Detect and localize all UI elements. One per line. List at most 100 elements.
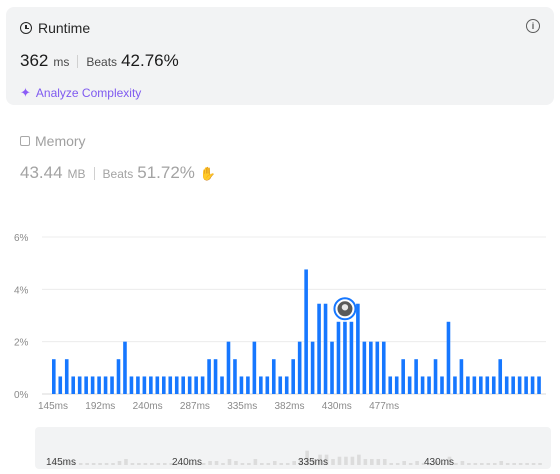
runtime-title-label: Runtime xyxy=(38,20,91,36)
mini-bar xyxy=(247,462,251,465)
mini-bar xyxy=(344,456,348,465)
analyze-complexity-link[interactable]: ✦ Analyze Complexity xyxy=(20,86,141,100)
chart-bar xyxy=(459,359,464,394)
clap-icon: ✋ xyxy=(199,166,217,181)
chart-bar xyxy=(388,376,393,394)
mini-bar xyxy=(98,462,102,465)
x-tick-label: 335ms xyxy=(227,401,257,412)
mini-bar xyxy=(467,462,471,465)
mini-bar xyxy=(486,462,491,465)
mini-bar xyxy=(480,462,484,465)
mini-bar xyxy=(305,450,309,465)
mini-bar xyxy=(298,459,303,465)
chart-bar xyxy=(291,359,295,394)
chart-bar xyxy=(407,376,412,394)
mini-bar xyxy=(538,462,542,465)
x-tick-label: 192ms xyxy=(85,401,115,412)
mini-bar xyxy=(143,462,148,465)
chart-bar xyxy=(394,376,399,394)
mini-bar xyxy=(376,459,381,465)
chart-bar xyxy=(330,341,334,394)
y-tick-label: 4% xyxy=(14,285,29,296)
mini-bar xyxy=(460,461,465,465)
mini-bar xyxy=(350,456,355,465)
chart-bar xyxy=(427,376,431,394)
runtime-distribution-chart[interactable]: 6% 4% 2% 0% 145ms 192ms 240ms 287ms 335ms 382ms 43… xyxy=(0,226,560,421)
mini-bar xyxy=(104,462,109,465)
chart-bar xyxy=(414,359,418,394)
range-navigator-chart[interactable]: 145ms 240ms 335ms 430ms xyxy=(35,427,551,469)
mini-bar xyxy=(402,461,406,465)
mini-bar xyxy=(214,461,219,465)
runtime-title: Runtime xyxy=(20,20,90,36)
mini-bar xyxy=(78,462,83,465)
chart-bar xyxy=(252,341,257,394)
chart-bar xyxy=(446,321,451,394)
mini-bar xyxy=(175,462,180,465)
mini-bar xyxy=(447,456,452,465)
x-tick-label: 477ms xyxy=(369,401,399,412)
mini-bar xyxy=(72,462,77,465)
avatar[interactable] xyxy=(333,297,357,321)
mini-bar xyxy=(234,461,238,465)
range-navigator[interactable]: 145ms 240ms 335ms 430ms xyxy=(35,427,551,469)
chart-bar xyxy=(129,376,134,394)
memory-beats-label: Beats xyxy=(102,167,134,181)
chart-bar xyxy=(369,341,373,394)
chart-bar xyxy=(310,341,315,394)
chart-bar xyxy=(433,359,438,394)
mini-bar xyxy=(150,462,154,465)
mini-bar xyxy=(156,462,161,465)
mini-bar xyxy=(65,461,70,465)
mini-bar xyxy=(382,459,387,465)
chart-bar xyxy=(530,376,535,394)
mini-bar xyxy=(318,454,322,465)
chart-bar xyxy=(343,321,347,394)
mini-bar xyxy=(124,459,128,465)
mini-bar xyxy=(285,462,290,465)
chart-bar xyxy=(304,269,308,394)
chart-bar xyxy=(271,359,276,394)
chart-bar xyxy=(149,376,153,394)
mini-bar xyxy=(454,462,458,465)
chart-bar xyxy=(168,376,173,394)
y-tick-label: 2% xyxy=(14,338,29,349)
chart-bar xyxy=(259,376,263,394)
mini-bar xyxy=(428,462,432,465)
runtime-stats: 362 ms Beats 42.76% xyxy=(20,51,179,71)
chart-bar xyxy=(491,376,496,394)
clock-icon xyxy=(20,22,32,34)
mini-bar xyxy=(208,461,212,465)
memory-value: 43.44 xyxy=(20,163,63,182)
mini-bar xyxy=(525,462,529,465)
mini-bar xyxy=(117,461,122,465)
y-tick-label: 6% xyxy=(14,233,29,244)
chart-bar xyxy=(97,376,101,394)
chart-bar xyxy=(498,359,503,394)
memory-title-label: Memory xyxy=(35,133,86,149)
runtime-beats-label: Beats xyxy=(86,55,118,69)
mini-bar xyxy=(227,459,232,465)
mini-bar xyxy=(363,459,368,465)
x-tick-label: 240ms xyxy=(133,401,163,412)
mini-bar xyxy=(415,461,419,465)
y-tick-label: 0% xyxy=(14,390,29,401)
chart-bar xyxy=(103,376,108,394)
mini-bar xyxy=(137,462,141,465)
chart-bar xyxy=(110,376,114,394)
mini-bar xyxy=(337,456,342,465)
chart-bar xyxy=(336,321,341,394)
chart-bar xyxy=(194,376,198,394)
info-icon[interactable]: i xyxy=(526,19,540,33)
chart-bar xyxy=(278,376,283,394)
chart-bar xyxy=(64,359,69,394)
mini-bar xyxy=(434,461,439,465)
chart-bar xyxy=(479,376,483,394)
chart-bar xyxy=(71,376,76,394)
mini-bar xyxy=(395,462,400,465)
chart-bar xyxy=(297,341,302,394)
memory-title[interactable]: Memory xyxy=(20,133,86,149)
chart-bar xyxy=(517,376,522,394)
mini-bar xyxy=(188,462,193,465)
mini-bar xyxy=(53,461,57,465)
